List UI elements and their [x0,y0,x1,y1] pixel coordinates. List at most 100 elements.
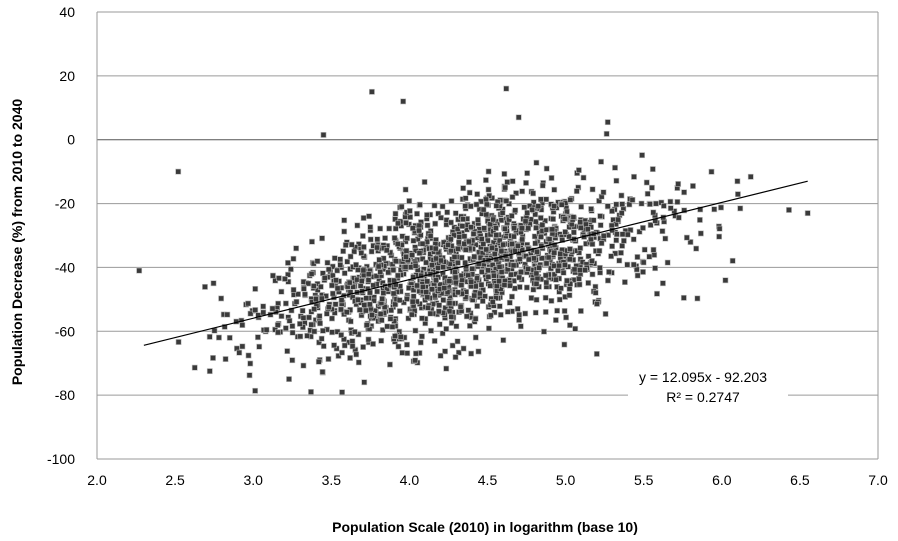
data-point-1452 [454,338,461,345]
data-point-1152 [329,272,336,279]
data-point-1652 [646,253,653,260]
data-point-1208 [395,343,402,350]
data-point-1046 [509,178,516,185]
data-point-845 [308,270,315,277]
data-point-1225 [722,277,729,284]
data-point-1247 [485,168,492,175]
data-point-1643 [539,221,546,228]
data-point-1335 [537,215,544,221]
data-point-669 [278,313,285,320]
data-point-448 [489,262,496,268]
data-point-1125 [570,229,577,236]
data-point-1113 [463,313,470,320]
y-tick-label-6: -80 [55,387,75,403]
data-point-1435 [410,274,417,281]
data-point-1579 [509,241,515,247]
data-point-1614 [453,323,460,330]
data-point-1362 [629,197,636,203]
data-point-1341 [487,312,494,319]
data-point-1556 [493,202,500,209]
data-point-1463 [577,267,583,274]
data-point-1228 [417,339,424,346]
data-point-1109 [403,219,409,226]
data-point-1584 [532,240,539,247]
data-point-1508 [496,278,502,285]
data-point-561 [530,286,537,293]
data-point-1531 [472,315,479,322]
data-point-984 [435,264,441,271]
data-point-690 [247,310,254,317]
data-point-1667 [509,293,515,300]
data-point-1566 [490,216,497,223]
data-point-1549 [432,220,439,227]
data-points [136,85,811,396]
data-point-1320 [577,219,584,226]
data-point-1696 [402,264,409,270]
data-point-1253 [735,191,741,198]
data-point-1237 [585,280,592,286]
data-point-740 [458,272,465,279]
data-point-1329 [329,282,335,289]
data-point-1555 [519,246,526,253]
data-point-1623 [570,214,577,221]
data-point-734 [643,179,650,186]
data-point-474 [566,292,573,299]
data-point-58 [602,311,609,317]
data-point-1633 [362,307,369,314]
data-point-1681 [413,350,419,357]
data-point-942 [276,275,282,282]
data-point-989 [202,283,208,290]
data-point-168 [260,303,267,310]
data-point-616 [270,272,276,279]
data-point-1505 [458,254,465,261]
data-point-1573 [491,251,498,257]
data-point-1612 [427,310,434,317]
data-point-924 [446,308,453,315]
data-point-1337 [556,262,562,269]
data-point-1249 [522,218,529,225]
data-point-1686 [311,328,318,335]
data-point-1317 [575,167,582,174]
data-point-1260 [667,205,674,212]
data-point-1198 [554,307,561,314]
data-point-881 [216,334,222,341]
data-point-1245 [532,218,539,225]
data-point-60 [513,190,519,197]
data-point-1410 [530,190,537,197]
data-point-472 [288,307,295,314]
data-point-138 [524,170,531,177]
data-point-708 [516,256,523,262]
data-point-213 [331,309,338,316]
data-point-655 [424,222,431,229]
data-point-377 [431,338,438,344]
data-point-104 [392,225,399,232]
data-point-1384 [480,287,486,293]
data-point-1089 [431,202,438,209]
data-point-1306 [508,271,514,278]
data-point-550 [478,281,485,288]
data-point-1678 [448,219,454,226]
data-point-75 [412,327,419,334]
data-point-467 [448,320,455,326]
data-point-1693 [374,244,380,251]
data-point-1695 [308,321,315,328]
x-tick-label-6: 5.0 [556,472,576,488]
data-point-1432 [377,225,384,232]
data-point-1101 [355,266,361,273]
data-point-441 [613,201,620,208]
data-point-88 [521,204,528,211]
data-point-800 [620,237,627,244]
data-point-1543 [347,253,354,260]
data-point-542 [550,216,556,222]
data-point-859 [552,317,559,323]
data-point-1609 [469,265,476,272]
y-tick-label-2: 0 [67,132,75,148]
data-point-1628 [567,246,573,253]
data-point-1511 [406,208,413,214]
data-point-1658 [448,313,455,320]
x-tick-label-8: 6.0 [712,472,732,488]
tick-labels: 2.0 2.5 3.0 3.5 4.0 4.5 5.0 5.5 6.0 6.5 7.0 40 20 0 -2… [47,4,888,488]
data-point-857 [619,231,626,238]
data-point-1704 [400,98,407,105]
data-point-1148 [503,197,510,204]
